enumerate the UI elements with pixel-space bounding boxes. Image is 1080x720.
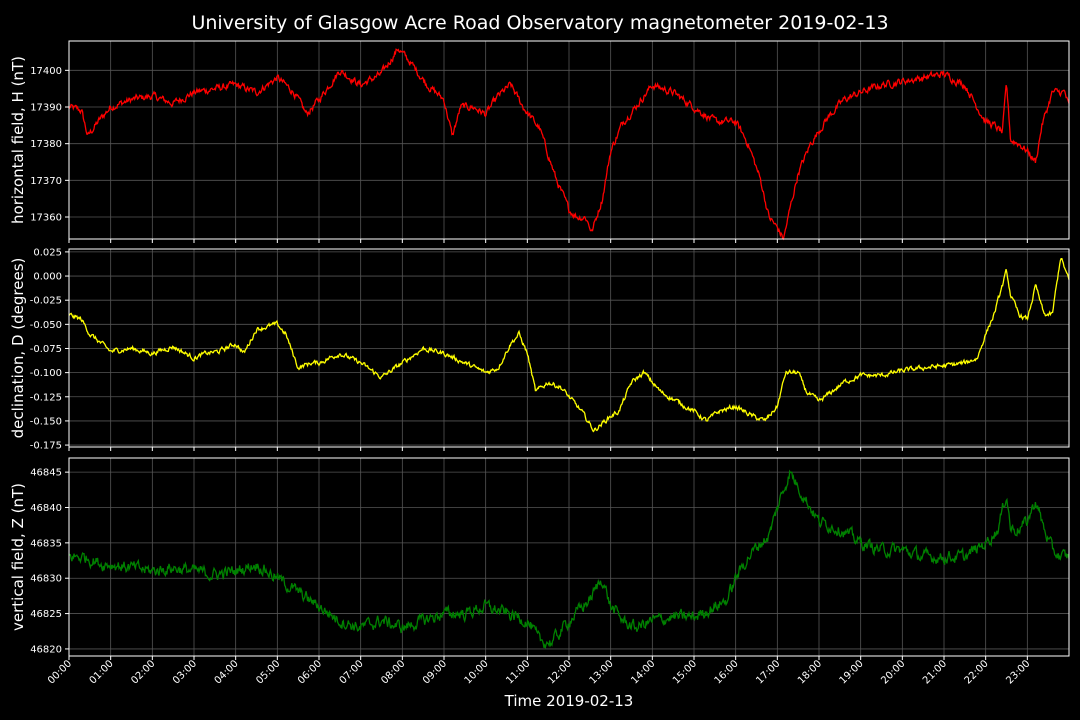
panel-h-y-tick-label: 17370 [30, 176, 62, 187]
panel-z: 46820 46825 46830 46835 46840 46845 vertical … [9, 457, 1070, 660]
panel-d-y-tick-label: -0.125 [30, 392, 62, 403]
panel-h-y-ticks: 17360 17370 17380 17390 17400 [30, 66, 69, 224]
panel-h: 17360 17370 17380 17390 17400 horizontal fie… [9, 40, 1070, 243]
panel-d: 0.025 0.000 -0.025 -0.050 -0.075 -0.100 -0.125… [9, 247, 1070, 452]
chart-title: University of Glasgow Acre Road Observat… [191, 12, 888, 34]
series-d-line [68, 258, 1070, 433]
panel-d-y-tick-label: -0.175 [30, 441, 62, 452]
panel-d-y-tick-label: -0.150 [30, 416, 62, 427]
panel-h-y-tick-label: 17390 [30, 103, 62, 114]
panel-z-y-tick-label: 46835 [30, 538, 62, 549]
series-z-line [68, 469, 1070, 650]
panel-h-y-tick-label: 17360 [30, 213, 62, 224]
series-h-line [68, 48, 1070, 241]
panel-z-grid [68, 458, 1069, 660]
panel-z-y-tick-label: 46840 [30, 503, 62, 514]
panel-h-frame [68, 40, 1070, 240]
panel-h-grid [68, 41, 1069, 243]
panel-z-y-ticks: 46820 46825 46830 46835 46840 46845 [30, 468, 69, 655]
panel-h-ylabel: horizontal field, H (nT) [9, 56, 27, 224]
panel-d-grid [68, 249, 1069, 451]
panel-z-frame [68, 457, 1070, 657]
x-axis-label: Time 2019-02-13 [504, 692, 634, 710]
panel-z-y-tick-label: 46825 [30, 609, 62, 620]
panel-d-y-ticks: 0.025 0.000 -0.025 -0.050 -0.075 -0.100 -0.125… [30, 247, 69, 452]
panel-d-y-tick-label: -0.075 [30, 344, 62, 355]
panel-z-ylabel: vertical field, Z (nT) [9, 483, 27, 631]
panel-h-y-tick-label: 17400 [30, 66, 62, 77]
panel-d-y-tick-label: -0.025 [30, 296, 62, 307]
panel-d-y-tick-label: -0.050 [30, 320, 62, 331]
panel-z-y-tick-label: 46845 [30, 468, 62, 479]
panel-d-ylabel: declination, D (degrees) [9, 258, 27, 439]
panel-d-y-tick-label: 0.025 [33, 247, 62, 258]
panel-z-y-tick-label: 46820 [30, 644, 62, 655]
panel-d-y-tick-label: 0.000 [33, 272, 62, 283]
panel-d-y-tick-label: -0.100 [30, 368, 62, 379]
panel-z-y-tick-label: 46830 [30, 574, 62, 585]
panel-h-y-tick-label: 17380 [30, 139, 62, 150]
